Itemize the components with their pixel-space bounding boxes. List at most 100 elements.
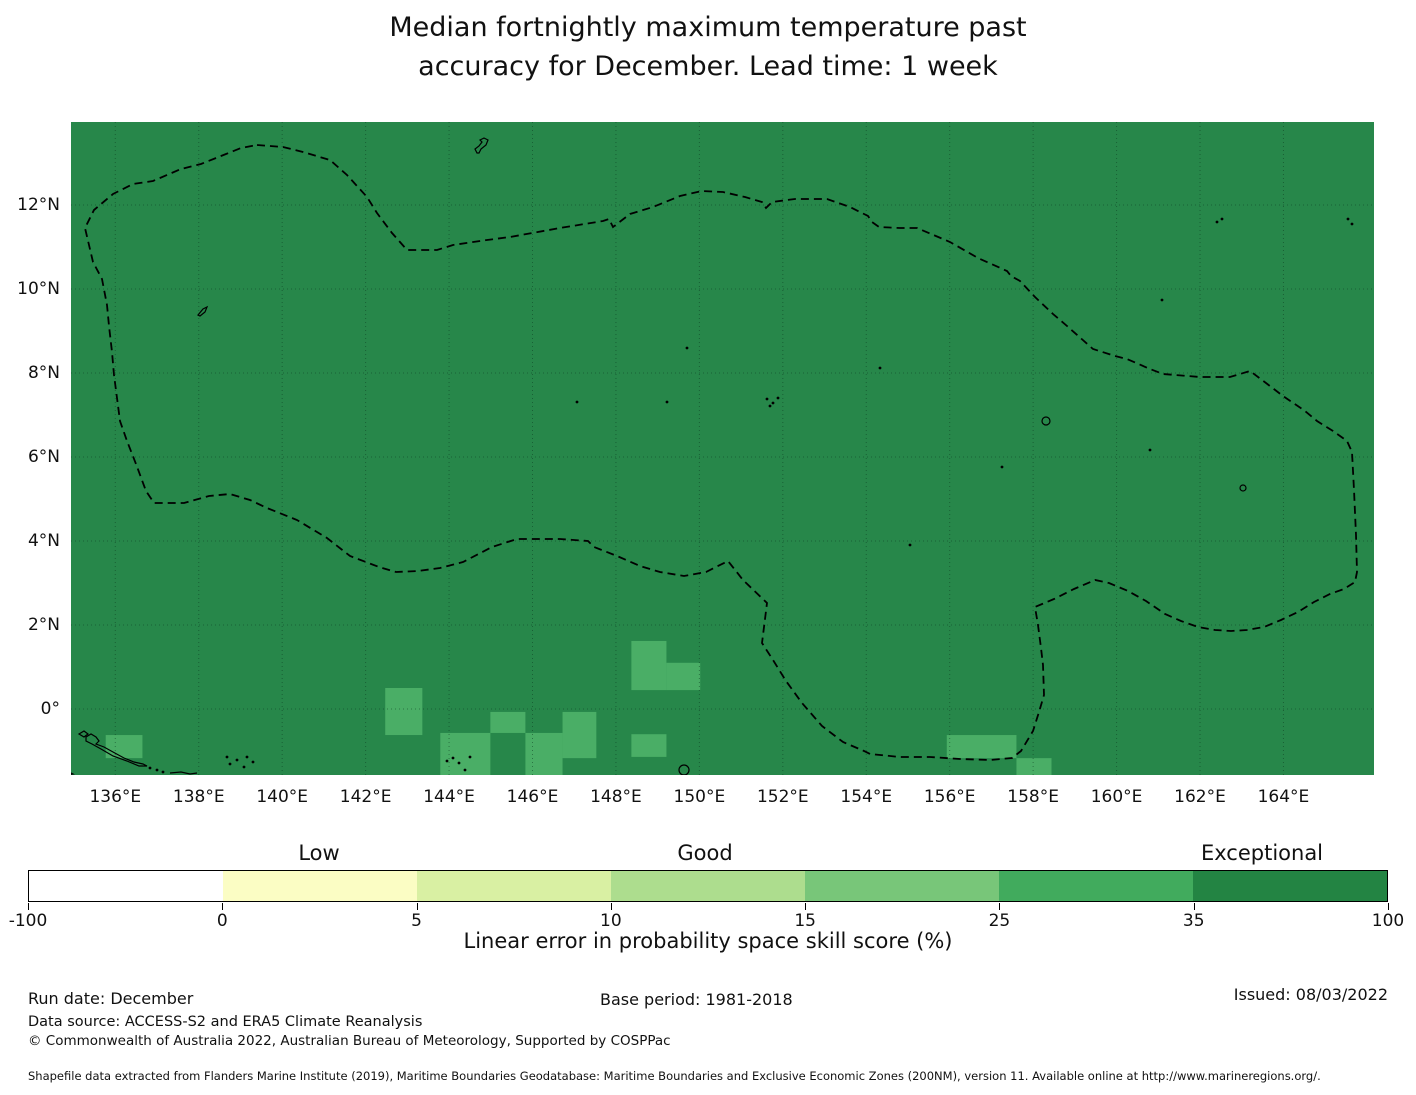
island-dot	[1000, 465, 1004, 469]
colorbar-caption: Linear error in probability space skill …	[463, 929, 953, 953]
x-tick-label: 140°E	[256, 787, 309, 807]
anomaly-cell	[440, 732, 491, 775]
island-dot	[908, 543, 912, 547]
x-tick-label: 138°E	[172, 787, 225, 807]
island-dot	[468, 755, 472, 759]
island-dot	[451, 756, 455, 760]
island-dot	[463, 768, 467, 772]
colorbar-tick	[28, 903, 29, 910]
colorbar-segment	[999, 871, 1193, 901]
island-dot	[685, 346, 689, 350]
island-dot	[1215, 220, 1219, 224]
map-canvas	[71, 122, 1374, 775]
colorbar-tick-label: 35	[1182, 911, 1205, 931]
colorbar-tick	[1193, 903, 1195, 910]
coast-fragment2-outline	[169, 771, 198, 775]
x-tick-label: 146°E	[506, 787, 559, 807]
y-tick-label: 2°N	[27, 615, 60, 635]
ocean-base-fill	[71, 122, 1374, 775]
yap-island-outline	[197, 305, 209, 317]
colorbar-tick-label: 25	[988, 911, 1011, 931]
mussau-island-outline	[678, 764, 690, 775]
x-tick-label: 156°E	[923, 787, 976, 807]
island-dot	[768, 404, 772, 408]
colorbar-tick-label: 0	[216, 911, 228, 931]
y-tick-label: 6°N	[27, 447, 60, 467]
lat-lon-gridlines	[71, 122, 1374, 775]
colorbar-segment	[611, 871, 805, 901]
chart-title-line2: accuracy for December. Lead time: 1 week	[418, 51, 998, 82]
island-dot	[457, 761, 461, 765]
y-tick-label: 8°N	[27, 363, 60, 383]
anomaly-cell	[946, 735, 1017, 759]
anomaly-cell	[385, 688, 423, 736]
chart-title: Median fortnightly maximum temperature p…	[0, 8, 1416, 86]
skill-anomaly-cells	[105, 640, 1052, 775]
island-dot	[228, 762, 232, 766]
island-dot	[878, 366, 882, 370]
anomaly-cell	[631, 640, 667, 691]
colorbar-tick	[416, 903, 418, 910]
y-tick-label: 4°N	[27, 531, 60, 551]
colorbar-category-label: Low	[298, 841, 340, 865]
island-dot	[445, 759, 449, 763]
new-hanover-outline	[77, 730, 89, 738]
map-plot-area	[71, 122, 1374, 775]
eez-boundary-path	[84, 144, 1358, 761]
island-dot	[155, 768, 159, 772]
anomaly-cell	[562, 711, 597, 759]
anomaly-cell	[525, 732, 563, 775]
y-tick-label: 12°N	[17, 195, 60, 215]
x-tick-label: 158°E	[1007, 787, 1059, 807]
small-island-dots	[148, 217, 1354, 774]
island-dot	[235, 758, 239, 762]
island-dot	[1220, 217, 1224, 221]
island-coastlines	[71, 137, 1247, 775]
anomaly-cell	[666, 662, 701, 691]
island-dot	[1346, 217, 1350, 221]
island-dot	[765, 397, 769, 401]
colorbar-segment	[1193, 871, 1387, 901]
island-dot	[245, 755, 249, 759]
x-tick-label: 144°E	[423, 787, 475, 807]
island-dot	[1160, 298, 1164, 302]
colorbar-tick-label: 100	[1371, 911, 1405, 931]
island-dot	[665, 400, 669, 404]
guam-island-outline	[474, 137, 489, 154]
colorbar-tick	[805, 903, 807, 910]
island-dot	[242, 765, 246, 769]
colorbar-tick-label: 10	[600, 911, 622, 931]
coast-fragment-outline	[71, 772, 75, 775]
y-tick-label: 10°N	[17, 279, 60, 299]
island-dot	[575, 400, 579, 404]
base-period-text: Base period: 1981-2018	[600, 990, 793, 1009]
island-dot	[161, 770, 165, 774]
new-ireland-coast-outline	[85, 733, 148, 767]
colorbar-tick-label: 15	[794, 911, 816, 931]
colorbar	[28, 870, 1388, 902]
island-dot	[1350, 222, 1354, 226]
x-tick-label: 152°E	[756, 787, 809, 807]
x-tick-label: 148°E	[590, 787, 642, 807]
colorbar-segment	[805, 871, 999, 901]
chart-title-line1: Median fortnightly maximum temperature p…	[389, 12, 1027, 43]
x-tick-label: 154°E	[840, 787, 893, 807]
pohnpei-atoll-outline	[1041, 416, 1051, 426]
island-dot	[771, 401, 775, 405]
island-dot	[776, 396, 780, 400]
atoll-ring-outline	[1239, 484, 1247, 492]
colorbar-tick-label: 5	[411, 911, 422, 931]
anomaly-cell	[631, 734, 667, 757]
colorbar-segment	[417, 871, 611, 901]
y-tick-label: 0°	[40, 699, 60, 719]
run-date-text: Run date: December	[28, 989, 194, 1008]
x-tick-label: 164°E	[1257, 787, 1310, 807]
shapefile-attribution-text: Shapefile data extracted from Flanders M…	[28, 1069, 1321, 1083]
colorbar-segment	[29, 871, 223, 901]
x-tick-label: 150°E	[673, 787, 726, 807]
issued-date-text: Issued: 08/03/2022	[1233, 985, 1388, 1004]
data-source-text: Data source: ACCESS-S2 and ERA5 Climate …	[28, 1014, 423, 1030]
colorbar-category-label: Good	[677, 841, 733, 865]
anomaly-cell	[490, 711, 526, 733]
